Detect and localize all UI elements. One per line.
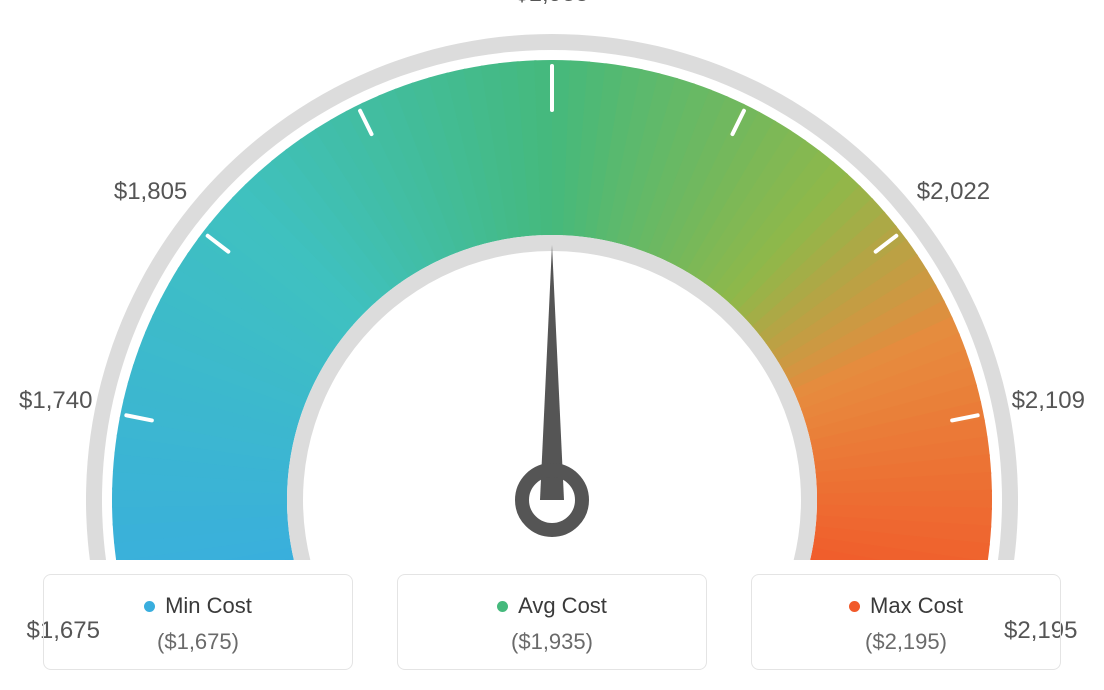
- gauge-chart: $1,675$1,740$1,805$1,935$2,022$2,109$2,1…: [0, 0, 1104, 540]
- gauge-tick-label: $1,935: [515, 0, 588, 8]
- legend-title-text: Min Cost: [165, 593, 252, 619]
- gauge-tick-label: $2,022: [917, 178, 990, 206]
- legend-card-min: Min Cost ($1,675): [43, 574, 353, 670]
- legend-value: ($1,935): [408, 629, 696, 655]
- legend-card-avg: Avg Cost ($1,935): [397, 574, 707, 670]
- legend-title: Avg Cost: [497, 593, 607, 619]
- dot-icon: [497, 601, 508, 612]
- dot-icon: [144, 601, 155, 612]
- legend-title: Min Cost: [144, 593, 252, 619]
- gauge-svg: [0, 0, 1104, 560]
- gauge-tick-label: $2,109: [1012, 387, 1085, 415]
- legend-title: Max Cost: [849, 593, 963, 619]
- gauge-tick-label: $1,805: [114, 178, 187, 206]
- legend-card-max: Max Cost ($2,195): [751, 574, 1061, 670]
- legend-title-text: Max Cost: [870, 593, 963, 619]
- legend-row: Min Cost ($1,675) Avg Cost ($1,935) Max …: [0, 574, 1104, 670]
- legend-value: ($2,195): [762, 629, 1050, 655]
- dot-icon: [849, 601, 860, 612]
- legend-title-text: Avg Cost: [518, 593, 607, 619]
- gauge-tick-label: $1,740: [19, 387, 92, 415]
- legend-value: ($1,675): [54, 629, 342, 655]
